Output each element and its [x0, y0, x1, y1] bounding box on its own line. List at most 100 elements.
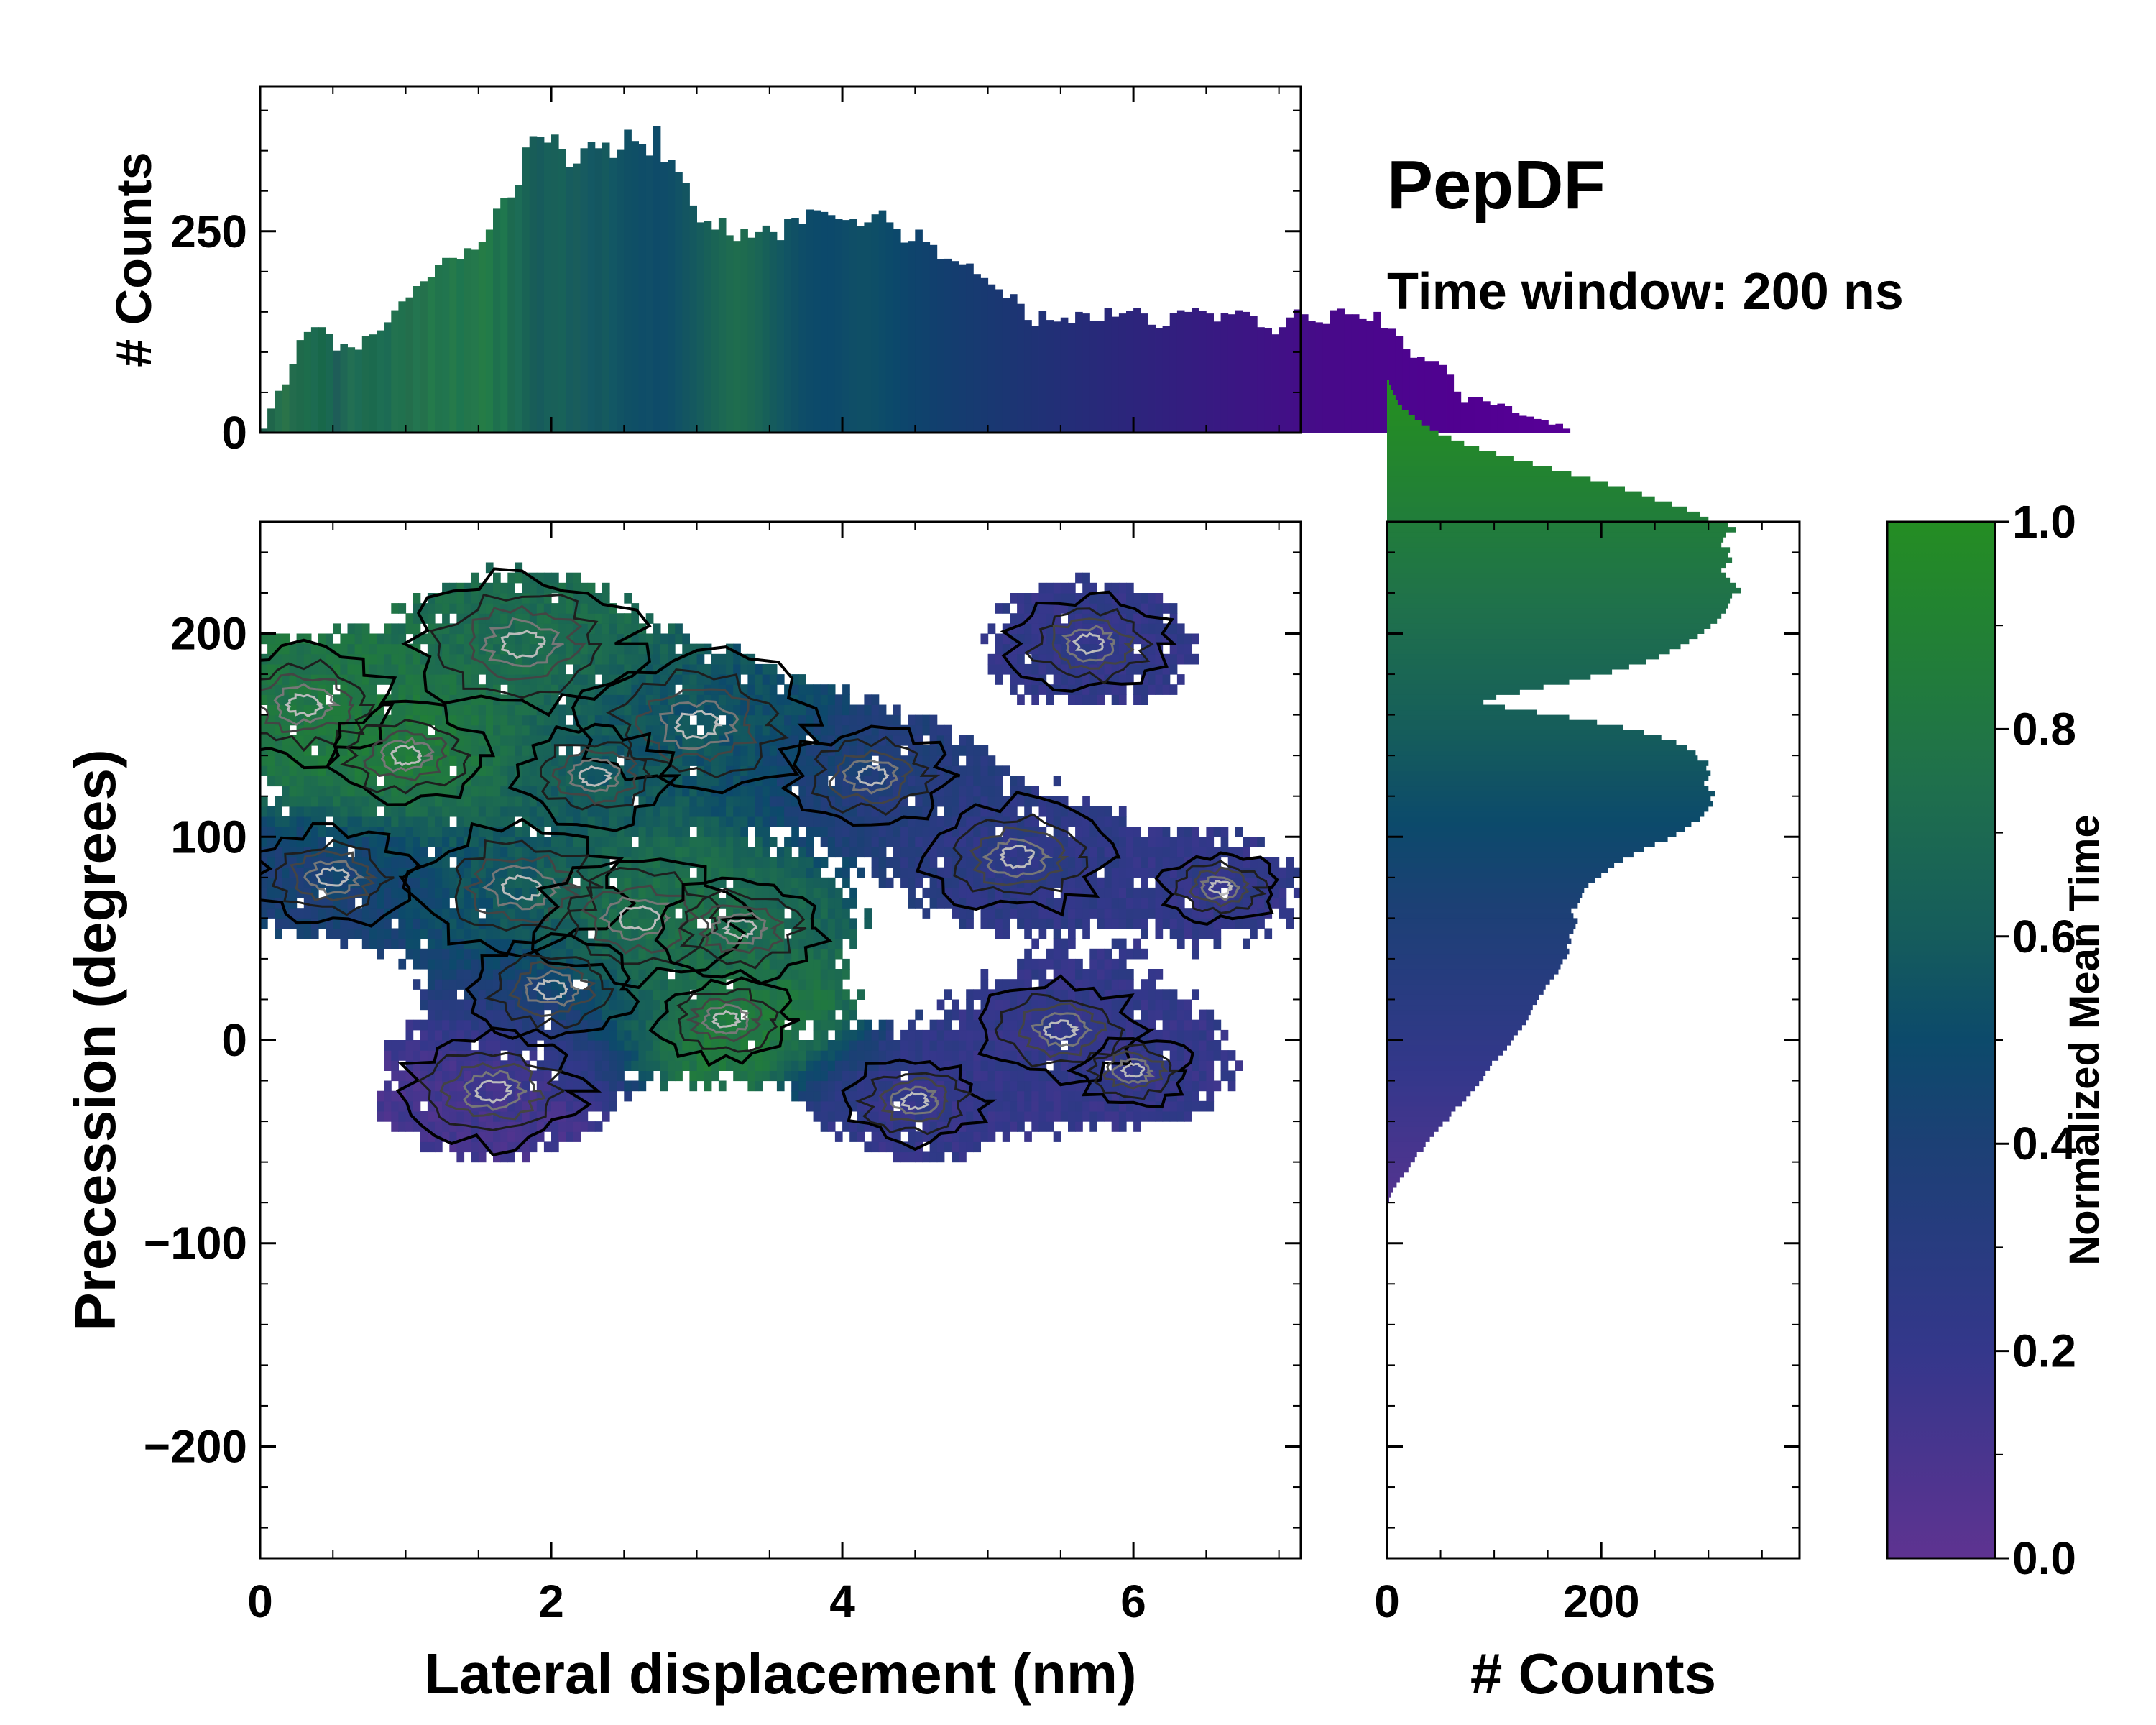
heatmap-cell: [493, 1151, 501, 1163]
heatmap-cell: [485, 623, 494, 635]
heatmap-cell: [478, 633, 487, 645]
top-histogram-bar: [1176, 310, 1185, 433]
heatmap-cell: [384, 1060, 392, 1071]
heatmap-cell: [551, 786, 559, 797]
heatmap-cell: [405, 898, 414, 908]
heatmap-cell: [456, 714, 465, 726]
heatmap-cell: [449, 999, 457, 1011]
heatmap-cell: [668, 806, 676, 817]
heatmap-cell: [966, 877, 974, 888]
heatmap-cell: [966, 837, 974, 847]
heatmap-cell: [718, 745, 727, 756]
heatmap-cell: [456, 999, 465, 1011]
heatmap-cell: [1024, 847, 1032, 858]
heatmap-cell: [515, 1070, 523, 1082]
top-histogram-bar: [813, 210, 821, 433]
heatmap-cell: [900, 837, 908, 847]
heatmap-cell: [733, 877, 741, 888]
heatmap-cell: [551, 999, 559, 1011]
heatmap-cell: [645, 694, 654, 705]
heatmap-cell: [398, 837, 407, 847]
heatmap-cell: [602, 735, 610, 746]
heatmap-cell: [842, 694, 850, 705]
top-histogram-bar: [624, 129, 632, 433]
heatmap-cell: [980, 999, 989, 1011]
heatmap-cell: [798, 1050, 806, 1061]
heatmap-cell: [587, 1070, 596, 1082]
heatmap-cell: [551, 867, 559, 878]
heatmap-cell: [653, 1040, 661, 1051]
heatmap-cell: [1002, 979, 1010, 990]
heatmap-cell: [791, 827, 799, 837]
heatmap-cell: [609, 755, 617, 766]
heatmap-cell: [361, 796, 370, 807]
heatmap-cell: [631, 704, 640, 716]
heatmap-cell: [333, 776, 341, 787]
heatmap-cell: [587, 613, 596, 624]
heatmap-cell: [936, 1090, 945, 1102]
heatmap-cell: [384, 816, 392, 827]
heatmap-cell: [478, 999, 487, 1011]
heatmap-cell: [952, 1070, 959, 1082]
heatmap-cell: [485, 714, 494, 726]
heatmap-cell: [594, 603, 603, 614]
heatmap-cell: [784, 735, 792, 746]
heatmap-cell: [936, 724, 945, 736]
heatmap-cell: [543, 1050, 552, 1061]
top-histogram-bar: [849, 219, 857, 433]
heatmap-cell: [653, 1050, 661, 1061]
heatmap-cell: [813, 867, 821, 878]
heatmap-cell: [398, 765, 407, 776]
heatmap-cell: [500, 613, 508, 624]
heatmap-cell: [1024, 674, 1032, 685]
heatmap-cell: [493, 1111, 501, 1122]
heatmap-cell: [507, 633, 515, 645]
heatmap-cell: [617, 827, 625, 837]
heatmap-cell: [573, 969, 581, 980]
heatmap-cell: [602, 999, 610, 1011]
heatmap-cell: [326, 745, 333, 756]
heatmap-cell: [791, 724, 799, 736]
heatmap-cell: [718, 816, 727, 827]
heatmap-cell: [326, 735, 333, 746]
heatmap-cell: [377, 857, 384, 868]
heatmap-cell: [536, 816, 545, 827]
heatmap-cell: [936, 827, 945, 837]
heatmap-cell: [740, 948, 748, 960]
heatmap-cell: [500, 1121, 508, 1132]
heatmap-cell: [718, 796, 727, 807]
heatmap-cell: [551, 918, 559, 929]
heatmap-cell: [609, 1009, 617, 1021]
heatmap-cell: [1038, 1111, 1047, 1122]
heatmap-cell: [543, 724, 552, 736]
heatmap-cell: [361, 786, 370, 797]
heatmap-cell: [966, 999, 974, 1011]
heatmap-cell: [587, 765, 596, 776]
heatmap-cell: [551, 684, 559, 695]
heatmap-cell: [580, 847, 589, 858]
heatmap-cell: [260, 877, 268, 888]
heatmap-cell: [806, 1070, 814, 1082]
heatmap-cell: [755, 887, 763, 898]
heatmap-cell: [929, 755, 938, 766]
heatmap-cell: [827, 999, 836, 1011]
heatmap-cell: [908, 1100, 916, 1112]
heatmap-cell: [959, 1080, 967, 1092]
heatmap-cell: [558, 1131, 566, 1142]
top-histogram-bar: [1373, 311, 1381, 433]
heatmap-cell: [602, 1080, 610, 1092]
heatmap-cell: [347, 704, 356, 716]
heatmap-cell: [310, 877, 319, 888]
heatmap-cell: [1038, 613, 1047, 624]
heatmap-cell: [944, 724, 952, 736]
heatmap-cell: [1002, 999, 1010, 1011]
heatmap-cell: [769, 745, 778, 756]
heatmap-cell: [275, 776, 282, 787]
heatmap-cell: [638, 796, 647, 807]
heatmap-cell: [485, 877, 494, 888]
heatmap-cell: [275, 684, 282, 695]
heatmap-cell: [915, 857, 923, 868]
heatmap-cell: [456, 643, 465, 655]
heatmap-cell: [551, 969, 559, 980]
